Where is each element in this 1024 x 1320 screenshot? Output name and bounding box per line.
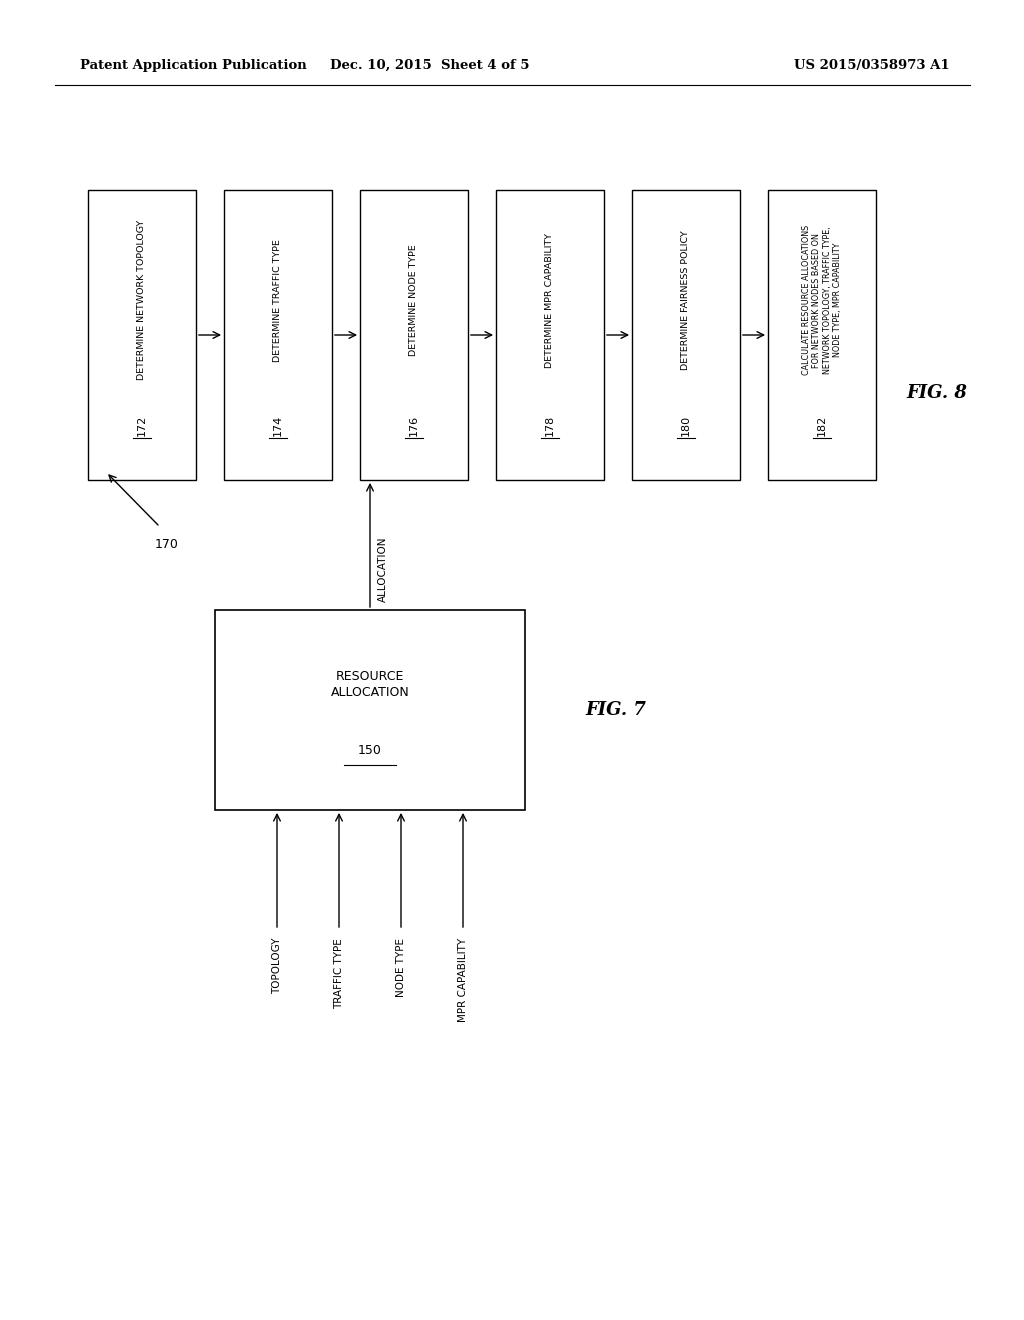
Text: 170: 170	[155, 539, 179, 552]
Bar	[88, 190, 196, 480]
Text: RESOURCE
ALLOCATION: RESOURCE ALLOCATION	[331, 671, 410, 700]
Text: DETERMINE TRAFFIC TYPE: DETERMINE TRAFFIC TYPE	[273, 239, 283, 362]
Text: ALLOCATION: ALLOCATION	[378, 536, 388, 602]
Text: DETERMINE NETWORK TOPOLOGY: DETERMINE NETWORK TOPOLOGY	[137, 220, 146, 380]
Text: Dec. 10, 2015  Sheet 4 of 5: Dec. 10, 2015 Sheet 4 of 5	[331, 58, 529, 71]
Text: NODE TYPE: NODE TYPE	[396, 939, 406, 997]
Bar	[496, 190, 604, 480]
Text: 176: 176	[409, 414, 419, 436]
Bar	[768, 190, 876, 480]
Text: DETERMINE MPR CAPABILITY: DETERMINE MPR CAPABILITY	[546, 232, 555, 368]
Text: 150: 150	[358, 743, 382, 756]
Bar	[224, 190, 332, 480]
Bar	[215, 610, 525, 810]
Text: 178: 178	[545, 414, 555, 436]
Text: TRAFFIC TYPE: TRAFFIC TYPE	[334, 939, 344, 1008]
Bar	[632, 190, 740, 480]
Text: CALCULATE RESOURCE ALLOCATIONS
FOR NETWORK NODES BASED ON
NETWORK TOPOLOGY, TRAF: CALCULATE RESOURCE ALLOCATIONS FOR NETWO…	[802, 226, 842, 375]
Text: MPR CAPABILITY: MPR CAPABILITY	[458, 939, 468, 1022]
Text: FIG. 7: FIG. 7	[585, 701, 646, 719]
Text: FIG. 8: FIG. 8	[906, 384, 967, 403]
Text: 182: 182	[817, 414, 827, 436]
Text: 180: 180	[681, 414, 691, 436]
Text: TOPOLOGY: TOPOLOGY	[272, 939, 282, 994]
Text: Patent Application Publication: Patent Application Publication	[80, 58, 307, 71]
Text: 172: 172	[137, 414, 147, 436]
Text: 174: 174	[273, 414, 283, 436]
Text: DETERMINE FAIRNESS POLICY: DETERMINE FAIRNESS POLICY	[682, 230, 690, 370]
Text: US 2015/0358973 A1: US 2015/0358973 A1	[795, 58, 950, 71]
Text: DETERMINE NODE TYPE: DETERMINE NODE TYPE	[410, 244, 419, 356]
Bar	[360, 190, 468, 480]
